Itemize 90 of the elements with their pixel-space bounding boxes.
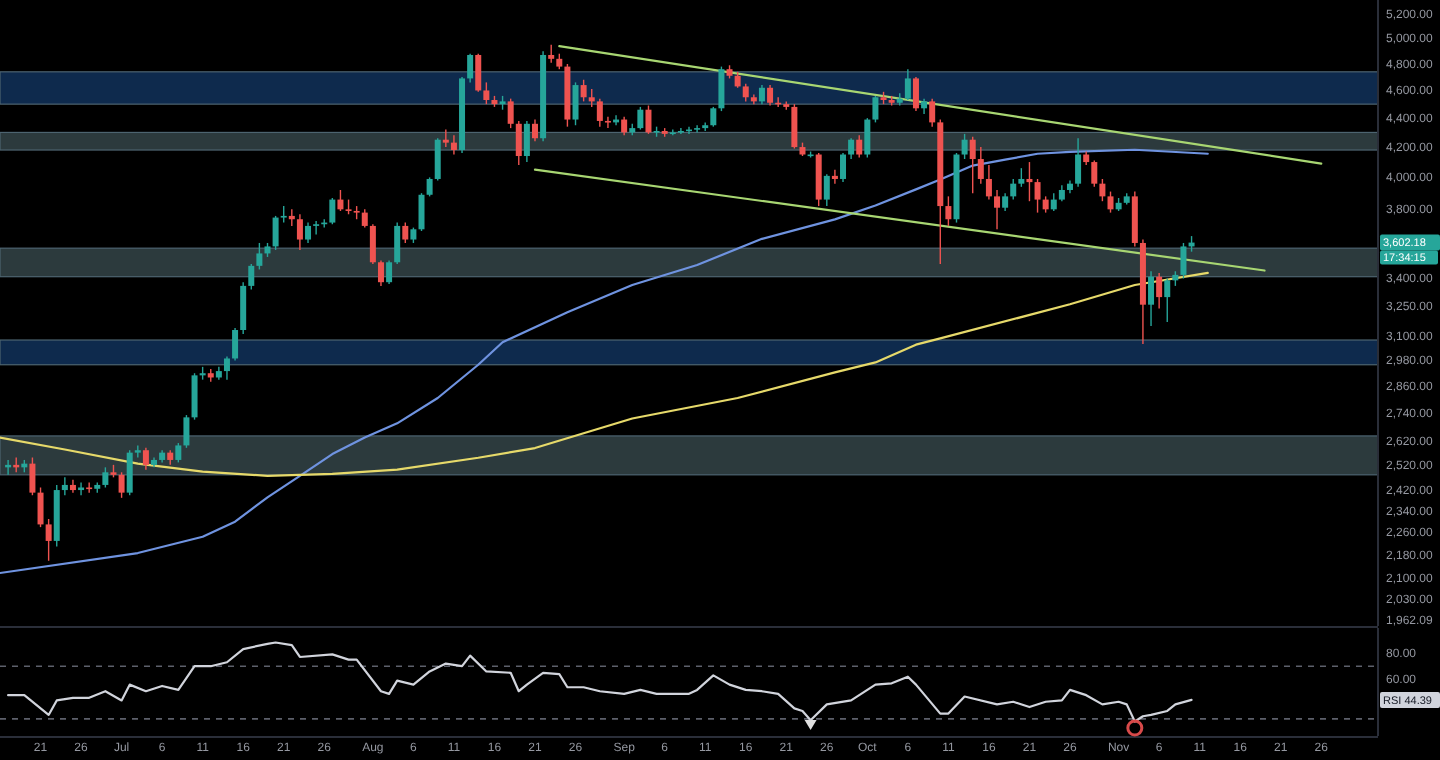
- candlestick: [621, 116, 628, 137]
- candlestick: [1156, 272, 1163, 310]
- candlestick: [580, 79, 587, 103]
- candlestick: [337, 189, 344, 212]
- candlestick: [1091, 159, 1098, 188]
- line-series: [0, 271, 1209, 477]
- candlestick: [864, 117, 871, 159]
- candlestick: [969, 136, 976, 194]
- candlestick: [248, 263, 255, 291]
- candlestick: [718, 65, 725, 112]
- candlestick: [329, 197, 336, 225]
- candlestick: [831, 168, 838, 185]
- candlestick: [45, 518, 52, 562]
- candlestick: [912, 76, 919, 112]
- candlestick: [1010, 178, 1017, 201]
- candlestick: [572, 81, 579, 126]
- candlestick: [1018, 167, 1025, 188]
- candlestick: [102, 466, 109, 489]
- candlestick: [369, 223, 376, 265]
- candlestick: [305, 221, 312, 244]
- candlestick: [142, 447, 149, 471]
- candlestick: [402, 221, 409, 244]
- candlestick: [78, 481, 85, 496]
- candlestick: [183, 414, 190, 449]
- candlestick: [191, 372, 198, 421]
- candlestick: [29, 456, 36, 496]
- candlestick: [945, 195, 952, 227]
- candlestick: [288, 208, 295, 227]
- candlestick: [677, 127, 684, 135]
- candlestick: [694, 124, 701, 134]
- candlestick: [1148, 270, 1155, 327]
- candlestick: [126, 449, 133, 496]
- candlestick: [1107, 190, 1114, 214]
- candlestick: [904, 68, 911, 101]
- candlestick: [1164, 277, 1171, 323]
- candlestick: [118, 471, 125, 499]
- candlestick: [377, 259, 384, 287]
- candlestick: [175, 442, 182, 464]
- candlestick: [467, 53, 474, 84]
- candlestick: [840, 152, 847, 183]
- candlestick: [1034, 178, 1041, 214]
- candlestick: [1026, 161, 1033, 202]
- candlestick: [475, 53, 482, 93]
- candlestick: [856, 134, 863, 159]
- candlestick: [994, 189, 1001, 230]
- candlestick: [507, 97, 514, 129]
- candlestick: [483, 81, 490, 105]
- candlestick: [929, 97, 936, 128]
- candlestick: [531, 118, 538, 142]
- candlestick: [418, 192, 425, 232]
- candlestick: [256, 242, 263, 271]
- candlestick: [61, 476, 68, 496]
- candlestick: [134, 444, 141, 459]
- candlestick: [791, 103, 798, 150]
- candlestick: [232, 327, 239, 362]
- candlestick: [515, 120, 522, 166]
- candlestick: [523, 120, 530, 163]
- candlestick: [758, 84, 765, 105]
- line-series: [0, 148, 1209, 575]
- candlestick: [386, 259, 393, 285]
- candlestick: [977, 146, 984, 185]
- candlestick: [645, 104, 652, 135]
- candlestick: [961, 133, 968, 160]
- candlestick: [872, 95, 879, 124]
- candlestick: [86, 481, 93, 494]
- candlestick: [361, 208, 368, 229]
- candlestick: [240, 281, 247, 335]
- candlestick: [272, 215, 279, 251]
- candlestick: [604, 116, 611, 129]
- candlestick: [1131, 190, 1138, 248]
- candlestick: [442, 128, 449, 148]
- candlestick: [815, 152, 822, 207]
- candlestick: [710, 106, 717, 128]
- candlestick: [637, 106, 644, 131]
- candlestick: [223, 355, 230, 381]
- candlestick: [313, 220, 320, 236]
- candlestick: [394, 221, 401, 265]
- candlestick: [1075, 137, 1082, 188]
- candlestick: [296, 213, 303, 251]
- candlestick: [596, 97, 603, 128]
- candlestick: [426, 176, 433, 198]
- candlestick: [1180, 242, 1187, 280]
- candlestick: [985, 164, 992, 201]
- candlestick: [37, 486, 44, 528]
- candlestick: [848, 137, 855, 160]
- candlestick: [767, 84, 774, 107]
- candlestick: [1099, 178, 1106, 202]
- candlestick: [450, 134, 457, 156]
- candlestick: [823, 173, 830, 207]
- candlestick: [434, 137, 441, 182]
